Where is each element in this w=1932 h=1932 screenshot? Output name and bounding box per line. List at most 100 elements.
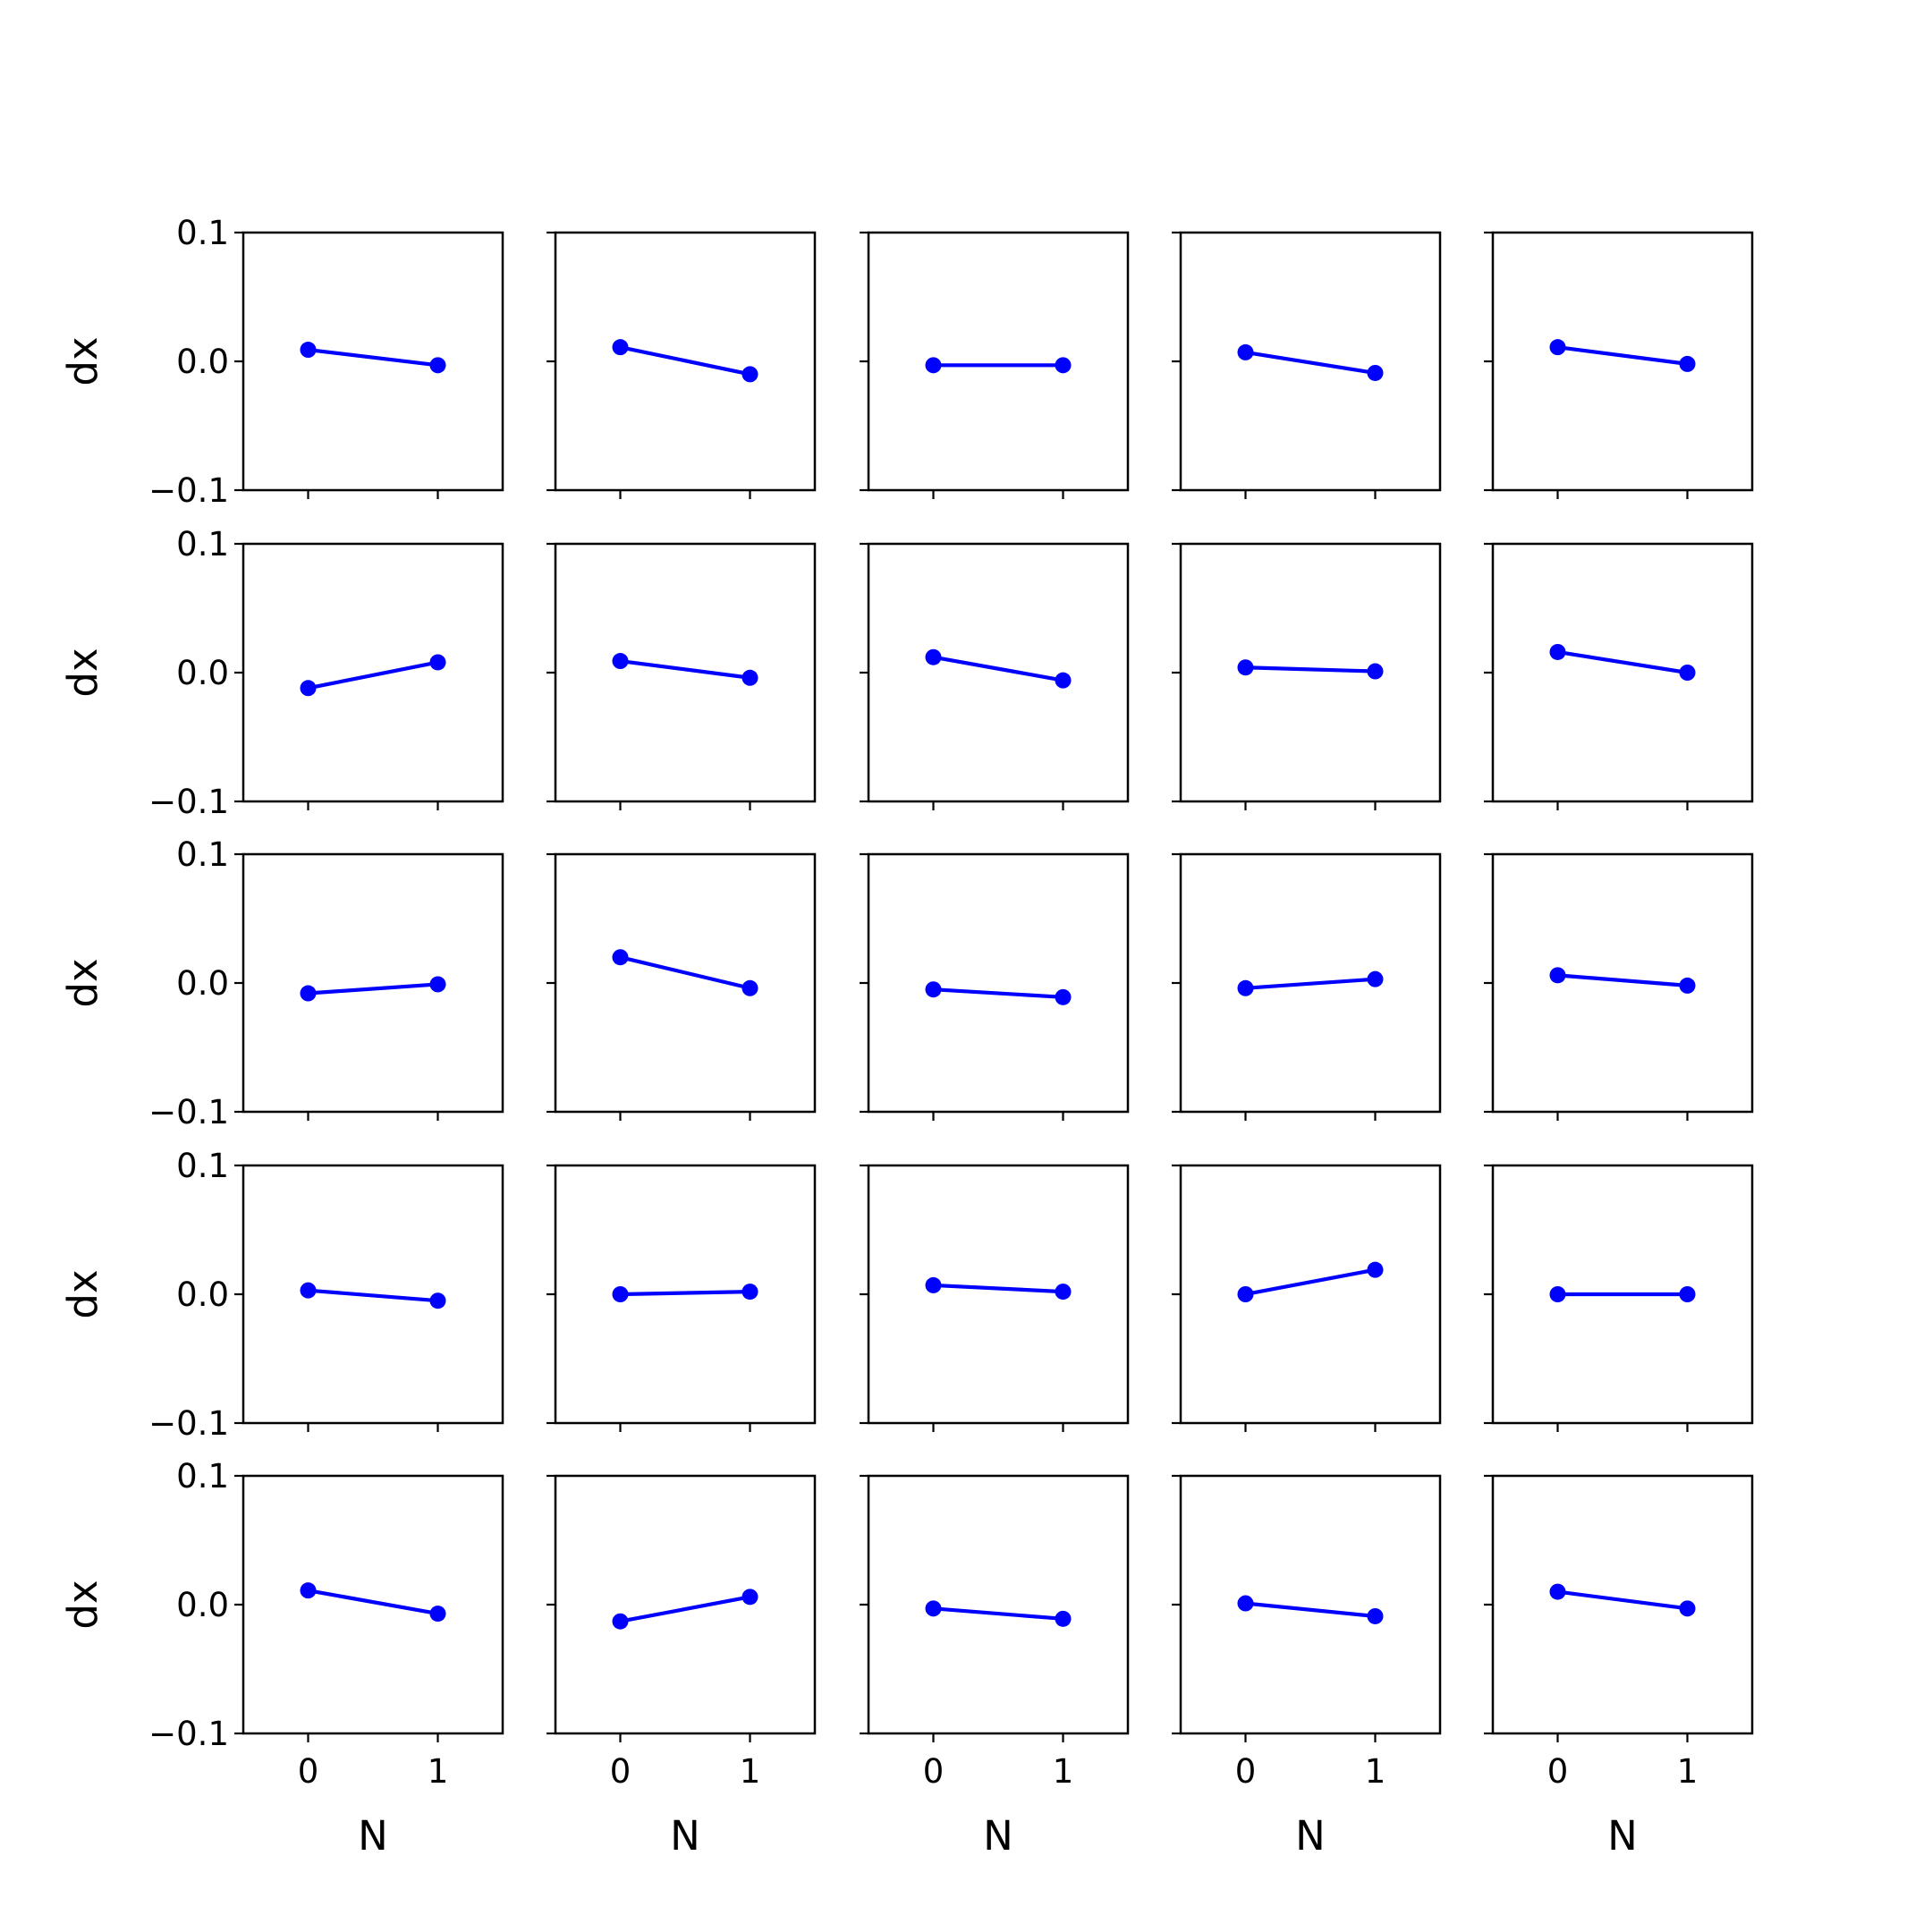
data-point-r3-c1-0: [300, 985, 317, 1002]
y-tick-label-r2-c1-2: 0.1: [176, 525, 229, 564]
data-point-r3-c2-0: [612, 949, 629, 966]
data-point-r3-c3-1: [1055, 988, 1072, 1005]
panel-frame-r2-c3: [867, 542, 1130, 803]
data-point-r2-c1-1: [429, 654, 446, 671]
x-tick-label-r5-c3-0: 0: [923, 1752, 945, 1791]
panel-frame-r5-c1: [242, 1474, 504, 1735]
y-axis-label-r1: dx: [59, 336, 106, 386]
data-point-r4-c5-0: [1549, 1286, 1566, 1302]
y-axis-label-r4: dx: [59, 1269, 106, 1318]
x-tick-label-r5-c5-1: 1: [1677, 1752, 1699, 1791]
series-line-r3-c3: [931, 987, 1065, 999]
data-point-r2-c2-1: [741, 669, 758, 686]
data-point-r4-c1-1: [429, 1292, 446, 1309]
panel-frame-r5-c4: [1179, 1474, 1442, 1735]
y-tick-label-r5-c1-1: 0.0: [176, 1586, 229, 1624]
panel-frame-r2-c2: [554, 542, 817, 803]
x-tick-label-r5-c1-1: 1: [428, 1752, 449, 1791]
data-point-r3-c4-1: [1367, 970, 1384, 987]
y-tick-label-r4-c1-1: 0.0: [176, 1275, 229, 1314]
x-tick-label-r5-c5-0: 0: [1547, 1752, 1569, 1791]
data-point-r1-c1-1: [429, 357, 446, 374]
data-point-r4-c3-0: [925, 1276, 942, 1293]
data-point-r4-c5-1: [1679, 1286, 1696, 1302]
series-line-r4-c3: [931, 1283, 1065, 1294]
data-point-r3-c2-1: [741, 979, 758, 996]
series-line-r3-c4: [1243, 977, 1377, 990]
data-point-r1-c4-1: [1367, 364, 1384, 381]
data-point-r3-c5-1: [1679, 977, 1696, 994]
data-point-r5-c2-0: [612, 1613, 629, 1630]
x-tick-label-r5-c2-1: 1: [740, 1752, 761, 1791]
data-point-r5-c5-1: [1679, 1600, 1696, 1617]
panel-frame-r2-c5: [1491, 542, 1754, 803]
data-point-r5-c3-1: [1055, 1610, 1072, 1627]
series-line-r5-c5: [1555, 1589, 1690, 1611]
panel-frame-r2-c4: [1179, 542, 1442, 803]
panel-frame-r4-c3: [867, 1164, 1130, 1425]
data-point-r3-c1-1: [429, 976, 446, 993]
x-tick-label-r5-c3-1: 1: [1053, 1752, 1074, 1791]
data-point-r3-c3-0: [925, 981, 942, 998]
data-point-r4-c2-0: [612, 1286, 629, 1302]
data-point-r3-c5-0: [1549, 967, 1566, 984]
x-tick-label-r5-c1-0: 0: [298, 1752, 319, 1791]
series-line-r1-c4: [1243, 350, 1377, 376]
series-line-r2-c5: [1555, 649, 1690, 675]
x-tick-label-r5-c4-0: 0: [1235, 1752, 1257, 1791]
panel-frame-r1-c5: [1491, 231, 1754, 492]
y-tick-label-r4-c1-0: −0.1: [148, 1404, 229, 1443]
data-point-r2-c4-0: [1237, 659, 1254, 676]
data-point-r4-c2-1: [741, 1284, 758, 1301]
y-tick-label-r4-c1-2: 0.1: [176, 1147, 229, 1185]
y-tick-label-r1-c1-0: −0.1: [148, 471, 229, 510]
x-axis-label-c1: N: [358, 1812, 388, 1860]
panel-frame-r1-c1: [242, 231, 504, 492]
series-line-r1-c5: [1555, 345, 1690, 366]
data-point-r1-c5-0: [1549, 339, 1566, 356]
data-point-r5-c1-1: [429, 1606, 446, 1623]
series-line-r3-c1: [306, 982, 440, 996]
data-point-r2-c4-1: [1367, 663, 1384, 680]
data-point-r4-c1-0: [300, 1282, 317, 1299]
series-line-r5-c1: [306, 1589, 440, 1616]
x-tick-label-r5-c4-1: 1: [1365, 1752, 1386, 1791]
data-point-r2-c3-0: [925, 648, 942, 665]
series-line-r1-c1: [306, 347, 440, 368]
y-tick-label-r3-c1-1: 0.0: [176, 964, 229, 1003]
data-point-r5-c4-1: [1367, 1607, 1384, 1624]
data-point-r2-c5-0: [1549, 643, 1566, 660]
x-axis-label-c4: N: [1295, 1812, 1326, 1860]
series-line-r4-c2: [618, 1290, 752, 1297]
data-point-r4-c4-0: [1237, 1286, 1254, 1302]
y-tick-label-r5-c1-0: −0.1: [148, 1715, 229, 1753]
x-axis-label-c2: N: [670, 1812, 700, 1860]
panel-frame-r5-c2: [554, 1474, 817, 1735]
series-line-r2-c2: [618, 658, 752, 680]
data-point-r4-c3-1: [1055, 1284, 1072, 1301]
data-point-r3-c4-0: [1237, 979, 1254, 996]
series-line-r3-c2: [618, 955, 752, 990]
y-axis-label-r5: dx: [59, 1580, 106, 1629]
series-line-r2-c3: [931, 655, 1065, 682]
data-point-r1-c1-0: [300, 342, 317, 359]
panel-frame-r5-c5: [1491, 1474, 1754, 1735]
y-tick-label-r2-c1-1: 0.0: [176, 654, 229, 692]
data-point-r1-c2-0: [612, 339, 629, 356]
y-tick-label-r3-c1-0: −0.1: [148, 1093, 229, 1131]
y-tick-label-r5-c1-2: 0.1: [176, 1457, 229, 1496]
data-point-r2-c1-0: [300, 680, 317, 697]
panel-frame-r3-c3: [867, 852, 1130, 1114]
panel-frame-r3-c5: [1491, 852, 1754, 1114]
series-line-r2-c1: [306, 660, 440, 691]
data-point-r4-c4-1: [1367, 1261, 1384, 1278]
data-point-r2-c5-1: [1679, 665, 1696, 681]
data-point-r1-c3-1: [1055, 357, 1072, 374]
panel-frame-r3-c1: [242, 852, 504, 1114]
series-line-r2-c4: [1243, 665, 1377, 674]
x-axis-label-c5: N: [1607, 1812, 1638, 1860]
series-line-r4-c1: [306, 1288, 440, 1303]
series-line-r5-c4: [1243, 1601, 1377, 1619]
data-point-r5-c1-0: [300, 1582, 317, 1599]
